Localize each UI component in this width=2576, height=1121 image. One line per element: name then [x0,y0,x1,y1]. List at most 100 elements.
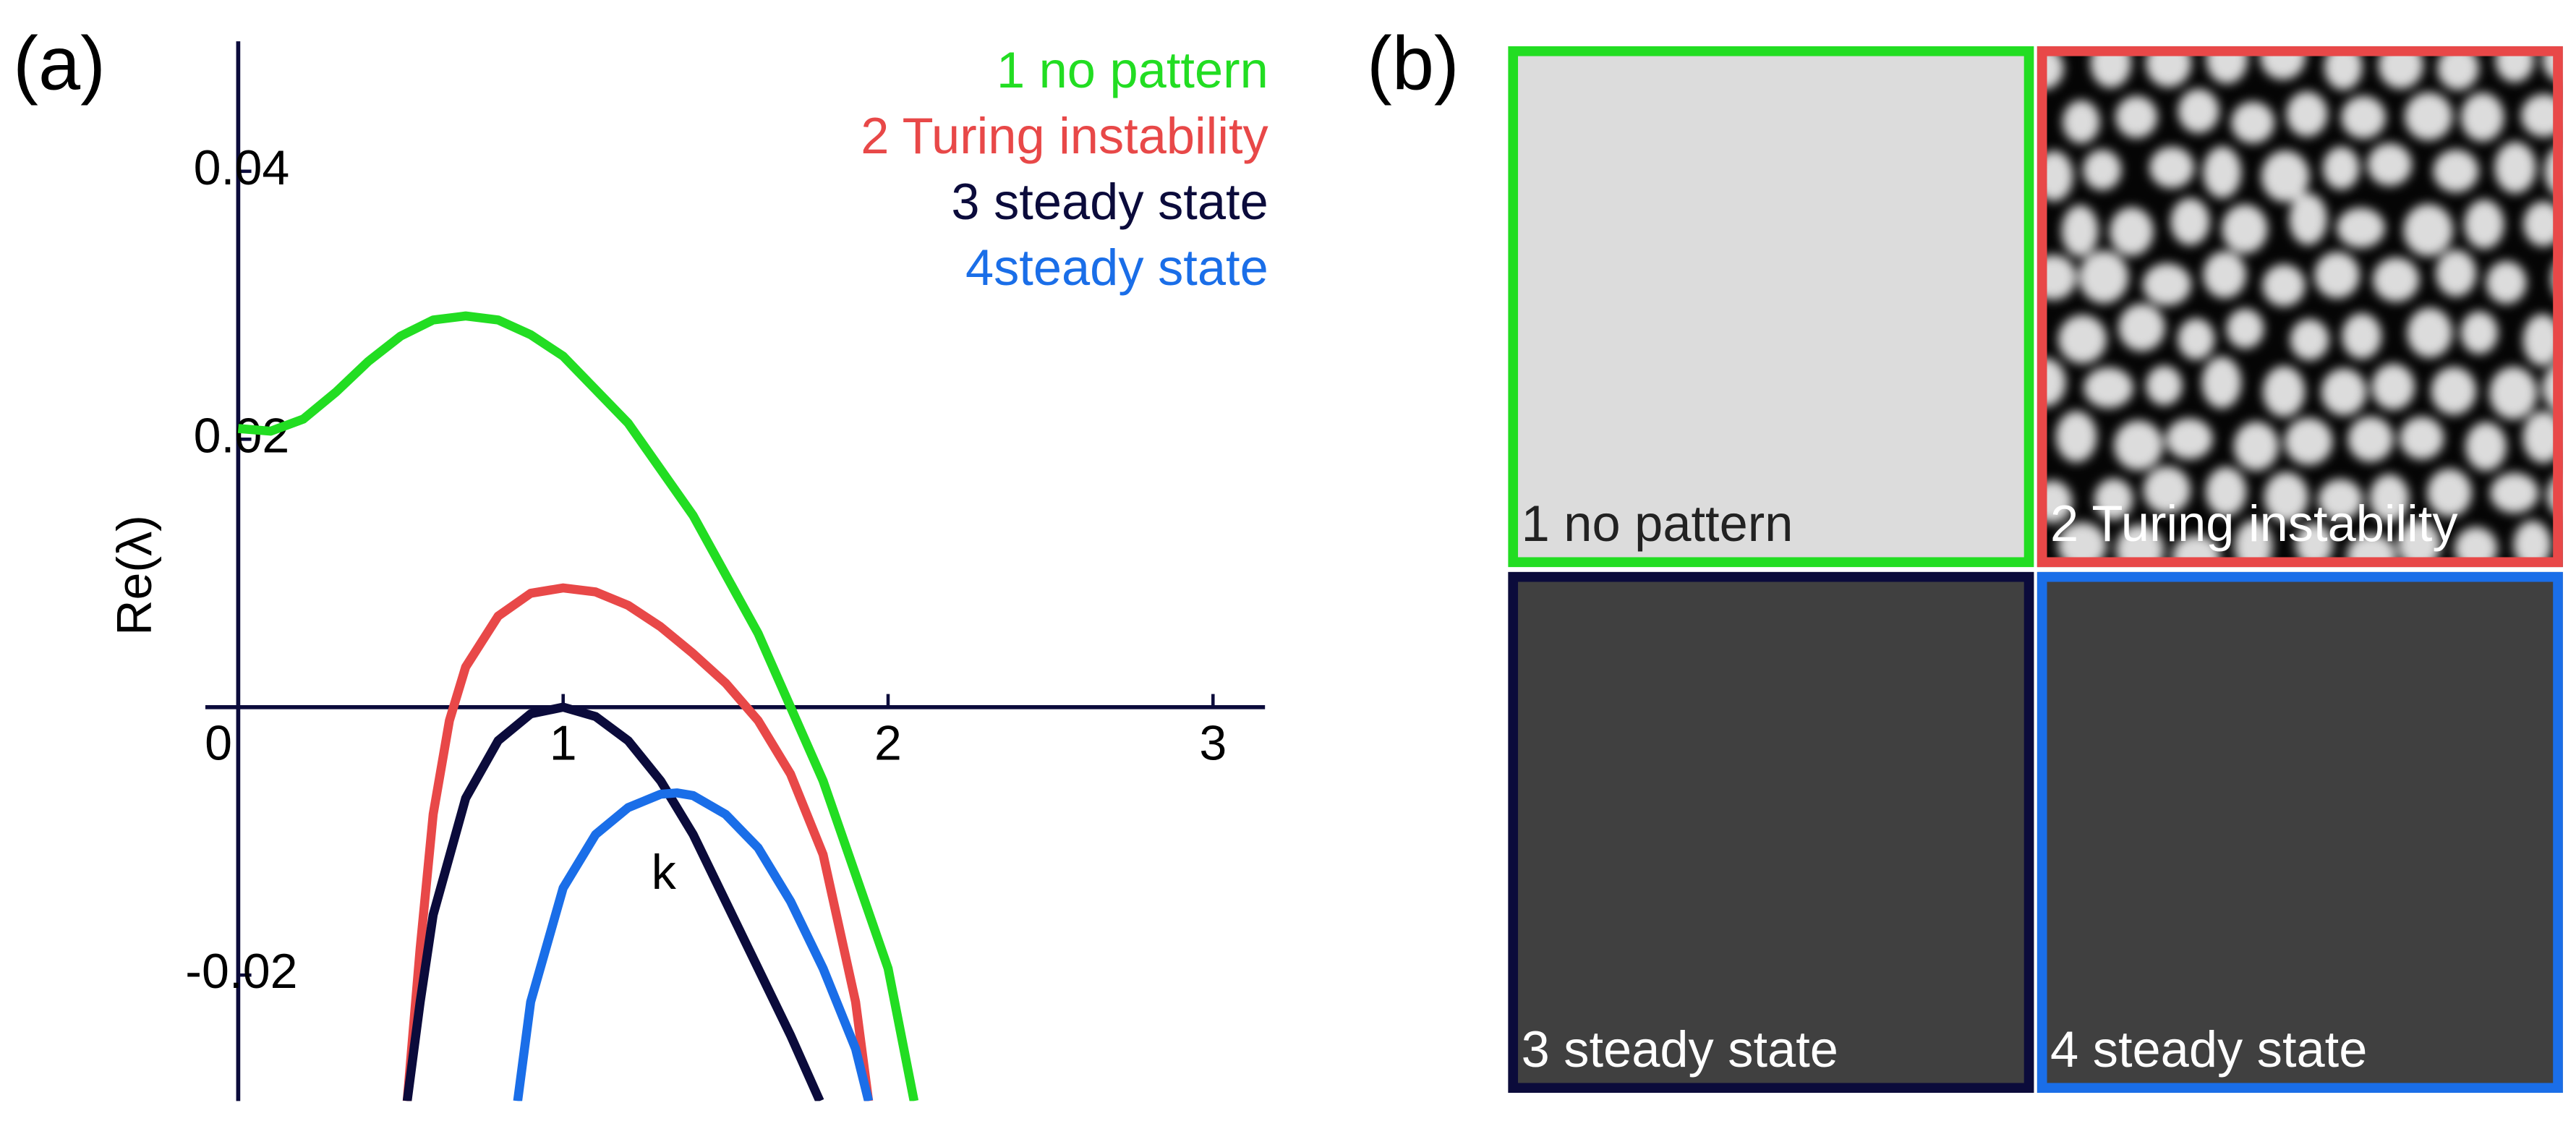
spot [2373,257,2420,302]
panel-border [1508,46,2034,568]
spot [2058,315,2107,364]
spot [2264,472,2308,522]
panel-border [2037,571,2563,1094]
spot [2116,524,2164,568]
spot [2295,523,2333,566]
panel-label: (a) [13,21,106,106]
spot [2318,479,2363,520]
spot [2407,307,2452,358]
spot [2398,521,2441,568]
spot [2222,204,2268,254]
spot [2262,264,2306,307]
spot [2490,472,2539,513]
spot [2289,193,2327,245]
spot [2063,100,2100,144]
spot [2079,250,2129,304]
spot [2203,251,2246,299]
pattern-panel [2037,571,2563,1094]
spot [2347,417,2394,462]
spot [2369,474,2409,522]
x-tick-label: 2 [874,715,902,770]
spot [2235,520,2273,568]
spot [2286,91,2328,137]
spot [2436,250,2476,297]
spot [2342,313,2382,359]
pattern-panel [1508,571,2034,1094]
spot [2522,411,2563,464]
spot [2143,263,2191,306]
spot [2110,207,2154,256]
spot [2513,521,2551,568]
legend-entry: 3 steady state [951,173,1268,230]
spot [2341,95,2386,139]
spot [2569,417,2576,457]
spot [2233,422,2279,471]
panel-caption: 4 steady state [2050,1020,2367,1078]
spot [2461,93,2504,142]
panel-caption: 1 no pattern [1522,495,1794,552]
x-tick-label: 0 [205,715,232,770]
spot [2226,309,2264,349]
spot [2146,46,2191,88]
spot [2290,319,2329,361]
spot [2061,205,2099,257]
spot [2314,252,2360,299]
spot [2149,146,2194,189]
spot [2260,46,2306,80]
panel-label: (b) [1367,21,1459,106]
legend-entry: 4steady state [965,239,1268,296]
spot [2433,149,2479,192]
legend-entry: 1 no pattern [997,41,1268,98]
spot [2144,466,2191,514]
spot [2231,101,2274,144]
spot [2522,314,2562,366]
panel-caption: 2 Turing instability [2050,495,2458,552]
spot [2114,420,2163,471]
spot [2203,146,2242,198]
spot [2521,94,2563,137]
spot [2166,418,2213,459]
spot [2437,46,2479,90]
spot [2431,367,2476,415]
curve [402,702,824,1101]
spot [2465,422,2507,471]
spot [2285,418,2333,465]
x-tick-label: 1 [550,715,577,770]
spot [2427,469,2472,517]
spot [2057,522,2107,568]
pattern-panel [1508,46,2034,568]
spot [2367,143,2413,186]
curve [402,583,874,1101]
plot-area [237,311,919,1101]
curve [513,788,874,1101]
spot [2146,365,2183,406]
spot [2083,149,2122,190]
y-tick-label: 0.04 [194,140,290,195]
spot [2486,261,2527,304]
spot [2321,368,2367,416]
spot [2400,417,2444,460]
y-tick-label: -0.02 [185,944,297,999]
x-tick-label: 3 [1199,715,1227,770]
panel-caption: 3 steady state [1522,1020,1838,1078]
spot [2206,466,2247,516]
panel-border [2037,46,2563,568]
spot [2455,527,2498,568]
spot [2084,367,2133,409]
spot [2178,318,2215,360]
spot [2201,357,2242,409]
spot [2115,95,2158,138]
spot [2323,147,2360,190]
spot [2403,204,2453,257]
spot [2090,46,2131,88]
y-tick-label: 0.02 [194,408,290,463]
legend-entry: 2 Turing instability [861,107,1268,164]
spot [2178,89,2219,133]
spot [2489,367,2537,419]
spot [2261,150,2310,203]
spot [2405,92,2452,140]
spot [2460,311,2498,354]
spot [2170,198,2210,245]
